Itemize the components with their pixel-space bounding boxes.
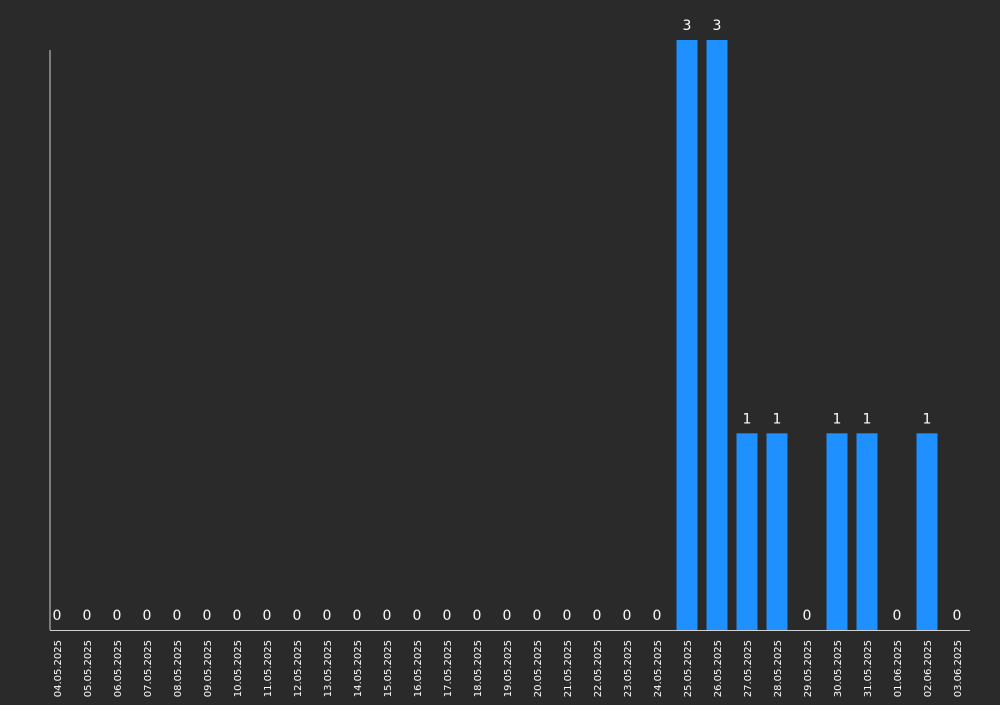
bar-30.05.2025 [826, 433, 848, 630]
bars-group [676, 40, 938, 630]
x-tick-label-15.05.2025: 15.05.2025 [383, 640, 394, 697]
value-label-08.05.2025: 0 [173, 608, 182, 624]
value-label-26.05.2025: 3 [713, 18, 722, 34]
value-label-28.05.2025: 1 [773, 411, 782, 427]
value-label-25.05.2025: 3 [683, 18, 692, 34]
x-tick-label-25.05.2025: 25.05.2025 [683, 640, 694, 697]
x-tick-label-22.05.2025: 22.05.2025 [593, 640, 604, 697]
x-tick-label-10.05.2025: 10.05.2025 [233, 640, 244, 697]
value-label-24.05.2025: 0 [653, 608, 662, 624]
value-label-09.05.2025: 0 [203, 608, 212, 624]
bar-31.05.2025 [856, 433, 878, 630]
x-tick-label-13.05.2025: 13.05.2025 [323, 640, 334, 697]
x-tick-label-26.05.2025: 26.05.2025 [713, 640, 724, 697]
x-tick-label-17.05.2025: 17.05.2025 [443, 640, 454, 697]
x-tick-label-31.05.2025: 31.05.2025 [863, 640, 874, 697]
x-tick-label-16.05.2025: 16.05.2025 [413, 640, 424, 697]
value-label-12.05.2025: 0 [293, 608, 302, 624]
x-tick-label-06.05.2025: 06.05.2025 [113, 640, 124, 697]
x-tick-label-27.05.2025: 27.05.2025 [743, 640, 754, 697]
bar-25.05.2025 [676, 40, 698, 630]
x-tick-label-05.05.2025: 05.05.2025 [83, 640, 94, 697]
value-label-29.05.2025: 0 [803, 608, 812, 624]
x-tick-label-20.05.2025: 20.05.2025 [533, 640, 544, 697]
value-label-11.05.2025: 0 [263, 608, 272, 624]
value-label-23.05.2025: 0 [623, 608, 632, 624]
x-tick-label-09.05.2025: 09.05.2025 [203, 640, 214, 697]
bar-26.05.2025 [706, 40, 728, 630]
value-label-13.05.2025: 0 [323, 608, 332, 624]
x-tick-label-01.06.2025: 01.06.2025 [893, 640, 904, 697]
value-label-19.05.2025: 0 [503, 608, 512, 624]
value-label-02.06.2025: 1 [923, 411, 932, 427]
x-tick-label-19.05.2025: 19.05.2025 [503, 640, 514, 697]
x-tick-label-14.05.2025: 14.05.2025 [353, 640, 364, 697]
x-tick-label-03.06.2025: 03.06.2025 [953, 640, 964, 697]
value-label-04.05.2025: 0 [53, 608, 62, 624]
x-tick-label-02.06.2025: 02.06.2025 [923, 640, 934, 697]
value-label-27.05.2025: 1 [743, 411, 752, 427]
x-tick-label-29.05.2025: 29.05.2025 [803, 640, 814, 697]
value-label-03.06.2025: 0 [953, 608, 962, 624]
value-label-01.06.2025: 0 [893, 608, 902, 624]
bar-28.05.2025 [766, 433, 788, 630]
value-label-07.05.2025: 0 [143, 608, 152, 624]
x-tick-label-30.05.2025: 30.05.2025 [833, 640, 844, 697]
value-label-05.05.2025: 0 [83, 608, 92, 624]
x-tick-label-12.05.2025: 12.05.2025 [293, 640, 304, 697]
value-label-16.05.2025: 0 [413, 608, 422, 624]
value-label-15.05.2025: 0 [383, 608, 392, 624]
x-tick-label-21.05.2025: 21.05.2025 [563, 640, 574, 697]
value-label-31.05.2025: 1 [863, 411, 872, 427]
x-tick-label-04.05.2025: 04.05.2025 [53, 640, 64, 697]
value-label-14.05.2025: 0 [353, 608, 362, 624]
x-tick-labels-group: 04.05.2025 05.05.2025 06.05.2025 07.05.2025… [53, 640, 964, 697]
x-tick-label-07.05.2025: 07.05.2025 [143, 640, 154, 697]
x-tick-label-18.05.2025: 18.05.2025 [473, 640, 484, 697]
x-tick-label-28.05.2025: 28.05.2025 [773, 640, 784, 697]
value-label-30.05.2025: 1 [833, 411, 842, 427]
value-label-06.05.2025: 0 [113, 608, 122, 624]
x-tick-label-23.05.2025: 23.05.2025 [623, 640, 634, 697]
bar-02.06.2025 [916, 433, 938, 630]
value-label-22.05.2025: 0 [593, 608, 602, 624]
value-label-18.05.2025: 0 [473, 608, 482, 624]
x-tick-label-11.05.2025: 11.05.2025 [263, 640, 274, 697]
value-labels-group: 0 0 0 0 0 0 0 0 0 0 0 0 0 0 0 0 0 0 0 0 0 3 3 1 1 0 1 1 0 1 0 [53, 18, 962, 624]
value-label-20.05.2025: 0 [533, 608, 542, 624]
x-tick-label-08.05.2025: 08.05.2025 [173, 640, 184, 697]
bar-27.05.2025 [736, 433, 758, 630]
x-tick-label-24.05.2025: 24.05.2025 [653, 640, 664, 697]
value-label-17.05.2025: 0 [443, 608, 452, 624]
value-label-10.05.2025: 0 [233, 608, 242, 624]
value-label-21.05.2025: 0 [563, 608, 572, 624]
